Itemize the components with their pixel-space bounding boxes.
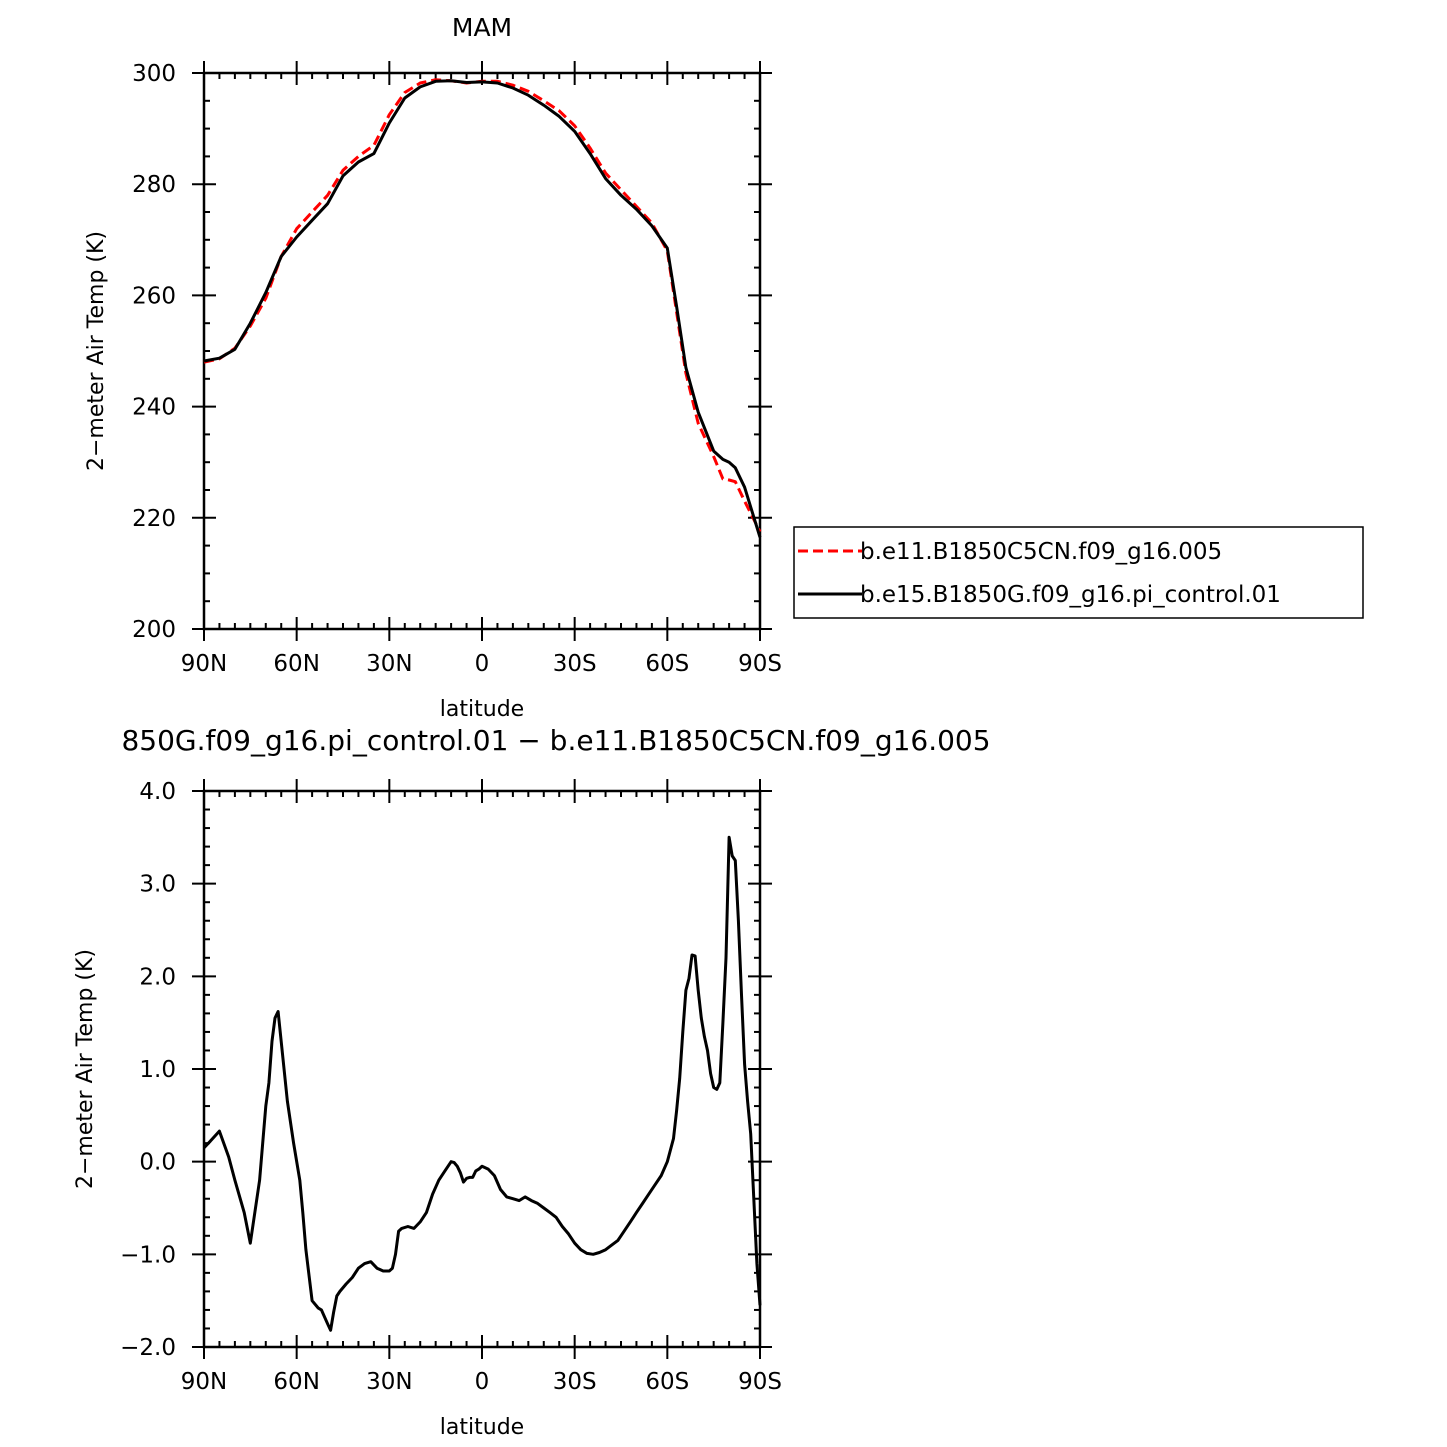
y-axis-label: 2−meter Air Temp (K): [84, 231, 109, 471]
y-tick-label: 3.0: [139, 872, 176, 898]
x-tick-label: 30S: [553, 651, 597, 677]
legend: b.e11.B1850C5CN.f09_g16.005 b.e15.B1850G…: [793, 526, 1364, 619]
x-tick-label: 90S: [738, 651, 782, 677]
y-tick-label: 280: [132, 172, 176, 198]
y-tick-labels: 200 220 240 260 280 300: [132, 61, 176, 643]
series-lines: [203, 78, 762, 538]
y-ticks: [192, 72, 772, 630]
chart-title: 850G.f09_g16.pi_control.01 − b.e11.B1850…: [121, 724, 990, 757]
x-tick-label: 30N: [366, 651, 412, 677]
x-tick-label: 30S: [553, 1369, 597, 1395]
y-tick-label: −1.0: [120, 1242, 176, 1268]
x-tick-label: 30N: [366, 1369, 412, 1395]
x-tick-label: 90N: [181, 1369, 227, 1395]
legend-label-series-2: b.e15.B1850G.f09_g16.pi_control.01: [860, 582, 1281, 608]
chart-temperature: MAM 90N 60N 30N 0 30S 60S 90S 200 220 240 260 280 3…: [84, 13, 1364, 722]
legend-box: [793, 526, 1364, 619]
y-tick-label: 240: [132, 395, 176, 421]
x-tick-label: 0: [475, 1369, 490, 1395]
x-ticks: [203, 61, 761, 641]
plot-area: [192, 61, 772, 641]
x-tick-label: 60S: [645, 651, 689, 677]
y-tick-label: 260: [132, 283, 176, 309]
x-tick-label: 60S: [645, 1369, 689, 1395]
x-tick-label: 90S: [738, 1369, 782, 1395]
legend-label-series-1: b.e11.B1850C5CN.f09_g16.005: [860, 539, 1222, 565]
x-tick-labels: 90N 60N 30N 0 30S 60S 90S: [181, 1369, 782, 1395]
chart-title: MAM: [452, 13, 512, 42]
series-line-2: [203, 79, 762, 538]
series-lines: [202, 835, 762, 1332]
y-tick-label: 2.0: [139, 964, 176, 990]
x-tick-labels: 90N 60N 30N 0 30S 60S 90S: [181, 651, 782, 677]
x-axis-label: latitude: [440, 1415, 524, 1440]
x-ticks: [203, 779, 761, 1359]
y-tick-label: 300: [132, 61, 176, 87]
x-tick-label: 90N: [181, 651, 227, 677]
series-line-1: [202, 835, 762, 1332]
x-tick-label: 0: [475, 651, 490, 677]
series-line-1: [203, 78, 762, 533]
x-tick-label: 60N: [273, 651, 319, 677]
chart-difference: 850G.f09_g16.pi_control.01 − b.e11.B1850…: [73, 724, 991, 1440]
x-axis-label: latitude: [440, 697, 524, 722]
y-tick-label: 220: [132, 506, 176, 532]
y-ticks: [192, 790, 772, 1348]
x-tick-label: 60N: [273, 1369, 319, 1395]
y-tick-labels: −2.0 −1.0 0.0 1.0 2.0 3.0 4.0: [120, 779, 176, 1361]
y-tick-label: 4.0: [139, 779, 176, 805]
y-tick-label: −2.0: [120, 1335, 176, 1361]
y-tick-label: 200: [132, 617, 176, 643]
y-tick-label: 0.0: [139, 1150, 176, 1176]
plot-area: [192, 779, 772, 1359]
y-tick-label: 1.0: [139, 1057, 176, 1083]
y-axis-label: 2−meter Air Temp (K): [73, 949, 98, 1189]
